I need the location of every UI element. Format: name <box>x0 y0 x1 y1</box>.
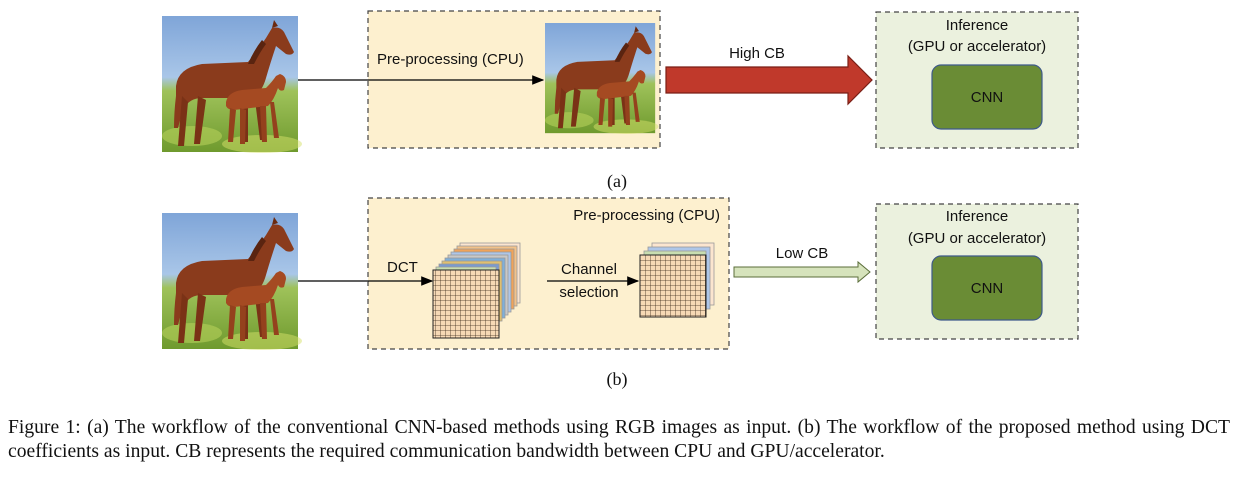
dct-channel-stack-icon <box>432 242 521 339</box>
panel-a-sublabel: (a) <box>607 171 627 192</box>
horse-photo-icon <box>545 23 659 134</box>
preprocess-label-a: Pre-processing (CPU) <box>377 51 524 68</box>
cnn-label-a: CNN <box>971 89 1004 106</box>
workflow-figure: Pre-processing (CPU) High CB Inference (… <box>162 10 1079 390</box>
dct-label: DCT <box>387 259 418 276</box>
inference-title-a: Inference <box>946 17 1009 34</box>
inference-title-b: Inference <box>946 208 1009 225</box>
inference-subtitle-b: (GPU or accelerator) <box>908 230 1046 247</box>
high-cb-label: High CB <box>729 45 785 62</box>
panel-b-sublabel: (b) <box>607 369 628 390</box>
panel-b: Pre-processing (CPU) DCT Channel selecti… <box>162 197 1079 390</box>
horse-photo-icon <box>162 16 302 153</box>
high-cb-arrow <box>665 54 873 106</box>
horse-photo-icon <box>162 213 302 350</box>
channel-selection-label: Channel <box>561 261 617 278</box>
preprocess-label-b: Pre-processing (CPU) <box>573 207 720 224</box>
channel-selection-label-2: selection <box>559 284 618 301</box>
low-cb-label: Low CB <box>776 245 829 262</box>
panel-a: Pre-processing (CPU) High CB Inference (… <box>162 10 1079 192</box>
cnn-block-a <box>931 64 1043 130</box>
figure-caption: Figure 1: (a) The workflow of the conven… <box>8 417 1230 462</box>
cnn-block-b <box>931 255 1043 321</box>
cnn-label-b: CNN <box>971 280 1004 297</box>
inference-subtitle-a: (GPU or accelerator) <box>908 38 1046 55</box>
low-cb-arrow <box>733 260 871 284</box>
dct-channel-stack-icon <box>639 242 715 318</box>
